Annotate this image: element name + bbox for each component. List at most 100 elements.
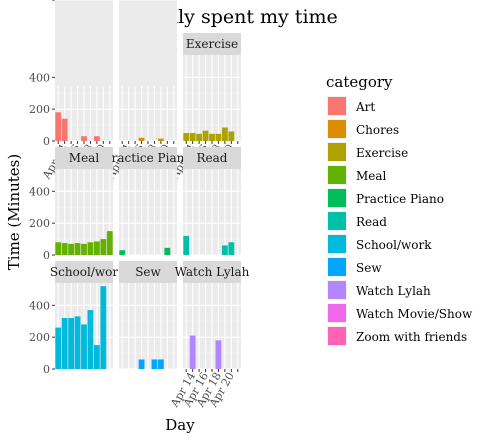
facet-panel: Read [183, 147, 241, 256]
bar [87, 242, 94, 255]
legend-swatch [328, 166, 346, 184]
bar [100, 239, 107, 255]
bar [119, 250, 126, 255]
bar [196, 133, 203, 141]
bar [221, 127, 228, 141]
legend-item: Watch Lylah [327, 280, 431, 300]
bar [183, 235, 190, 255]
facet-strip [119, 261, 177, 283]
bar [189, 335, 196, 369]
bar [55, 327, 62, 369]
legend-item: Zoom with friends [327, 326, 467, 346]
bar [87, 310, 94, 369]
legend: category Art Chores Exercise Meal Practice P… [326, 73, 473, 346]
facet-strip [55, 261, 113, 283]
facet-strip-label: School/wor [50, 265, 118, 279]
bar [68, 318, 75, 369]
legend-item: Art [327, 96, 375, 116]
facet-strip [119, 147, 177, 169]
bar [209, 133, 215, 141]
y-tick-label: 400 [29, 0, 50, 3]
bar [61, 318, 68, 369]
bar [93, 345, 100, 369]
legend-swatch [328, 120, 346, 138]
legend-label: Watch Lylah [356, 284, 431, 298]
bar [55, 112, 62, 141]
y-tick-label: 400 [29, 299, 50, 312]
bar [157, 359, 164, 369]
legend-label: Sew [356, 261, 382, 275]
bar [106, 231, 113, 255]
legend-swatch [328, 97, 346, 115]
y-tick-label: 200 [29, 217, 50, 230]
facet-panel: School/wor 0 200 400 [29, 261, 118, 376]
bar [74, 316, 81, 369]
y-tick-label: 0 [43, 0, 50, 3]
facet-strip [55, 147, 113, 169]
legend-item: School/work [327, 234, 432, 254]
facet-strip-label: Read [197, 151, 228, 165]
bar [215, 340, 222, 369]
y-tick-label: 0 [43, 135, 50, 148]
bar [93, 241, 100, 255]
legend-swatch [328, 235, 346, 253]
legend-label: Practice Piano [356, 192, 444, 206]
legend-swatch [328, 281, 346, 299]
legend-label: Art [355, 100, 375, 114]
facet-panel: Sew [119, 261, 177, 370]
bar [93, 136, 100, 141]
bar [157, 138, 164, 141]
bar [55, 242, 62, 255]
y-tick-label: 400 [29, 185, 50, 198]
y-tick-label: 200 [29, 103, 50, 116]
bar [228, 242, 235, 255]
bar [151, 359, 158, 369]
legend-item: Sew [327, 257, 382, 277]
legend-item: Read [327, 211, 387, 231]
facet-strip-label: Exercise [186, 37, 238, 51]
facet-strip-label: Watch Lylah [175, 265, 250, 279]
bar [81, 136, 87, 141]
bar [221, 245, 228, 255]
bar [61, 243, 68, 255]
legend-label: Read [356, 215, 387, 229]
y-tick-label: 400 [29, 71, 50, 84]
panel-background [55, 0, 113, 86]
y-tick-label: 200 [29, 331, 50, 344]
facet-strip-label: ractice Pian [112, 151, 185, 165]
facet-strip-label: Meal [69, 151, 100, 165]
bar [183, 133, 190, 141]
bar [68, 243, 75, 255]
legend-label: School/work [356, 238, 432, 252]
bar [164, 247, 171, 255]
bar [189, 133, 196, 141]
bar [215, 133, 222, 141]
panel-background [119, 0, 177, 86]
y-tick-label: 0 [43, 363, 50, 376]
legend-swatch [328, 327, 346, 345]
legend-item: Exercise [327, 142, 408, 162]
bar [138, 359, 145, 369]
facet-strip-label: Sew [135, 265, 161, 279]
facet-strip [183, 33, 241, 55]
bar [100, 286, 107, 369]
y-axis-label: Time (Minutes) [5, 154, 23, 270]
facet-strip [183, 261, 241, 283]
legend-label: Meal [356, 169, 387, 183]
legend-swatch [328, 258, 346, 276]
legend-swatch [328, 189, 346, 207]
legend-label: Watch Movie/Show [356, 307, 473, 321]
facet-panel: ractice Pian [112, 147, 185, 256]
legend-label: Exercise [356, 146, 408, 160]
legend-label: Zoom with friends [356, 330, 467, 344]
facet-panel: Meal 0 200 400 [29, 147, 113, 262]
bar [202, 130, 209, 141]
y-tick-label: 200 [29, 0, 50, 3]
legend-label: Chores [356, 123, 399, 137]
legend-swatch [328, 304, 346, 322]
